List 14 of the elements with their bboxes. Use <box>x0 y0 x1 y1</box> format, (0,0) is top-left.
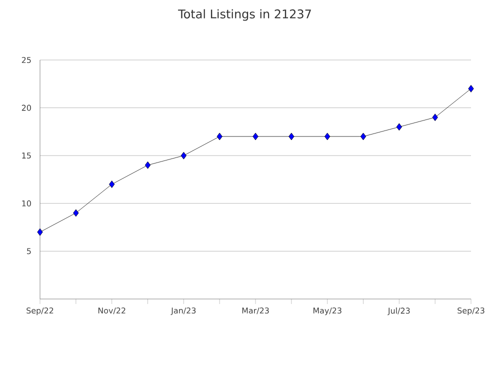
point <box>109 180 115 188</box>
point <box>73 209 79 217</box>
point <box>360 132 366 140</box>
point <box>216 132 222 140</box>
point <box>396 123 402 131</box>
point <box>180 152 186 160</box>
point <box>37 228 43 236</box>
chart-title: Total Listings in 21237 <box>178 9 311 21</box>
point <box>252 132 258 140</box>
point <box>288 132 294 140</box>
point <box>144 161 151 169</box>
point <box>468 84 474 92</box>
point <box>324 132 330 140</box>
point <box>432 114 438 122</box>
